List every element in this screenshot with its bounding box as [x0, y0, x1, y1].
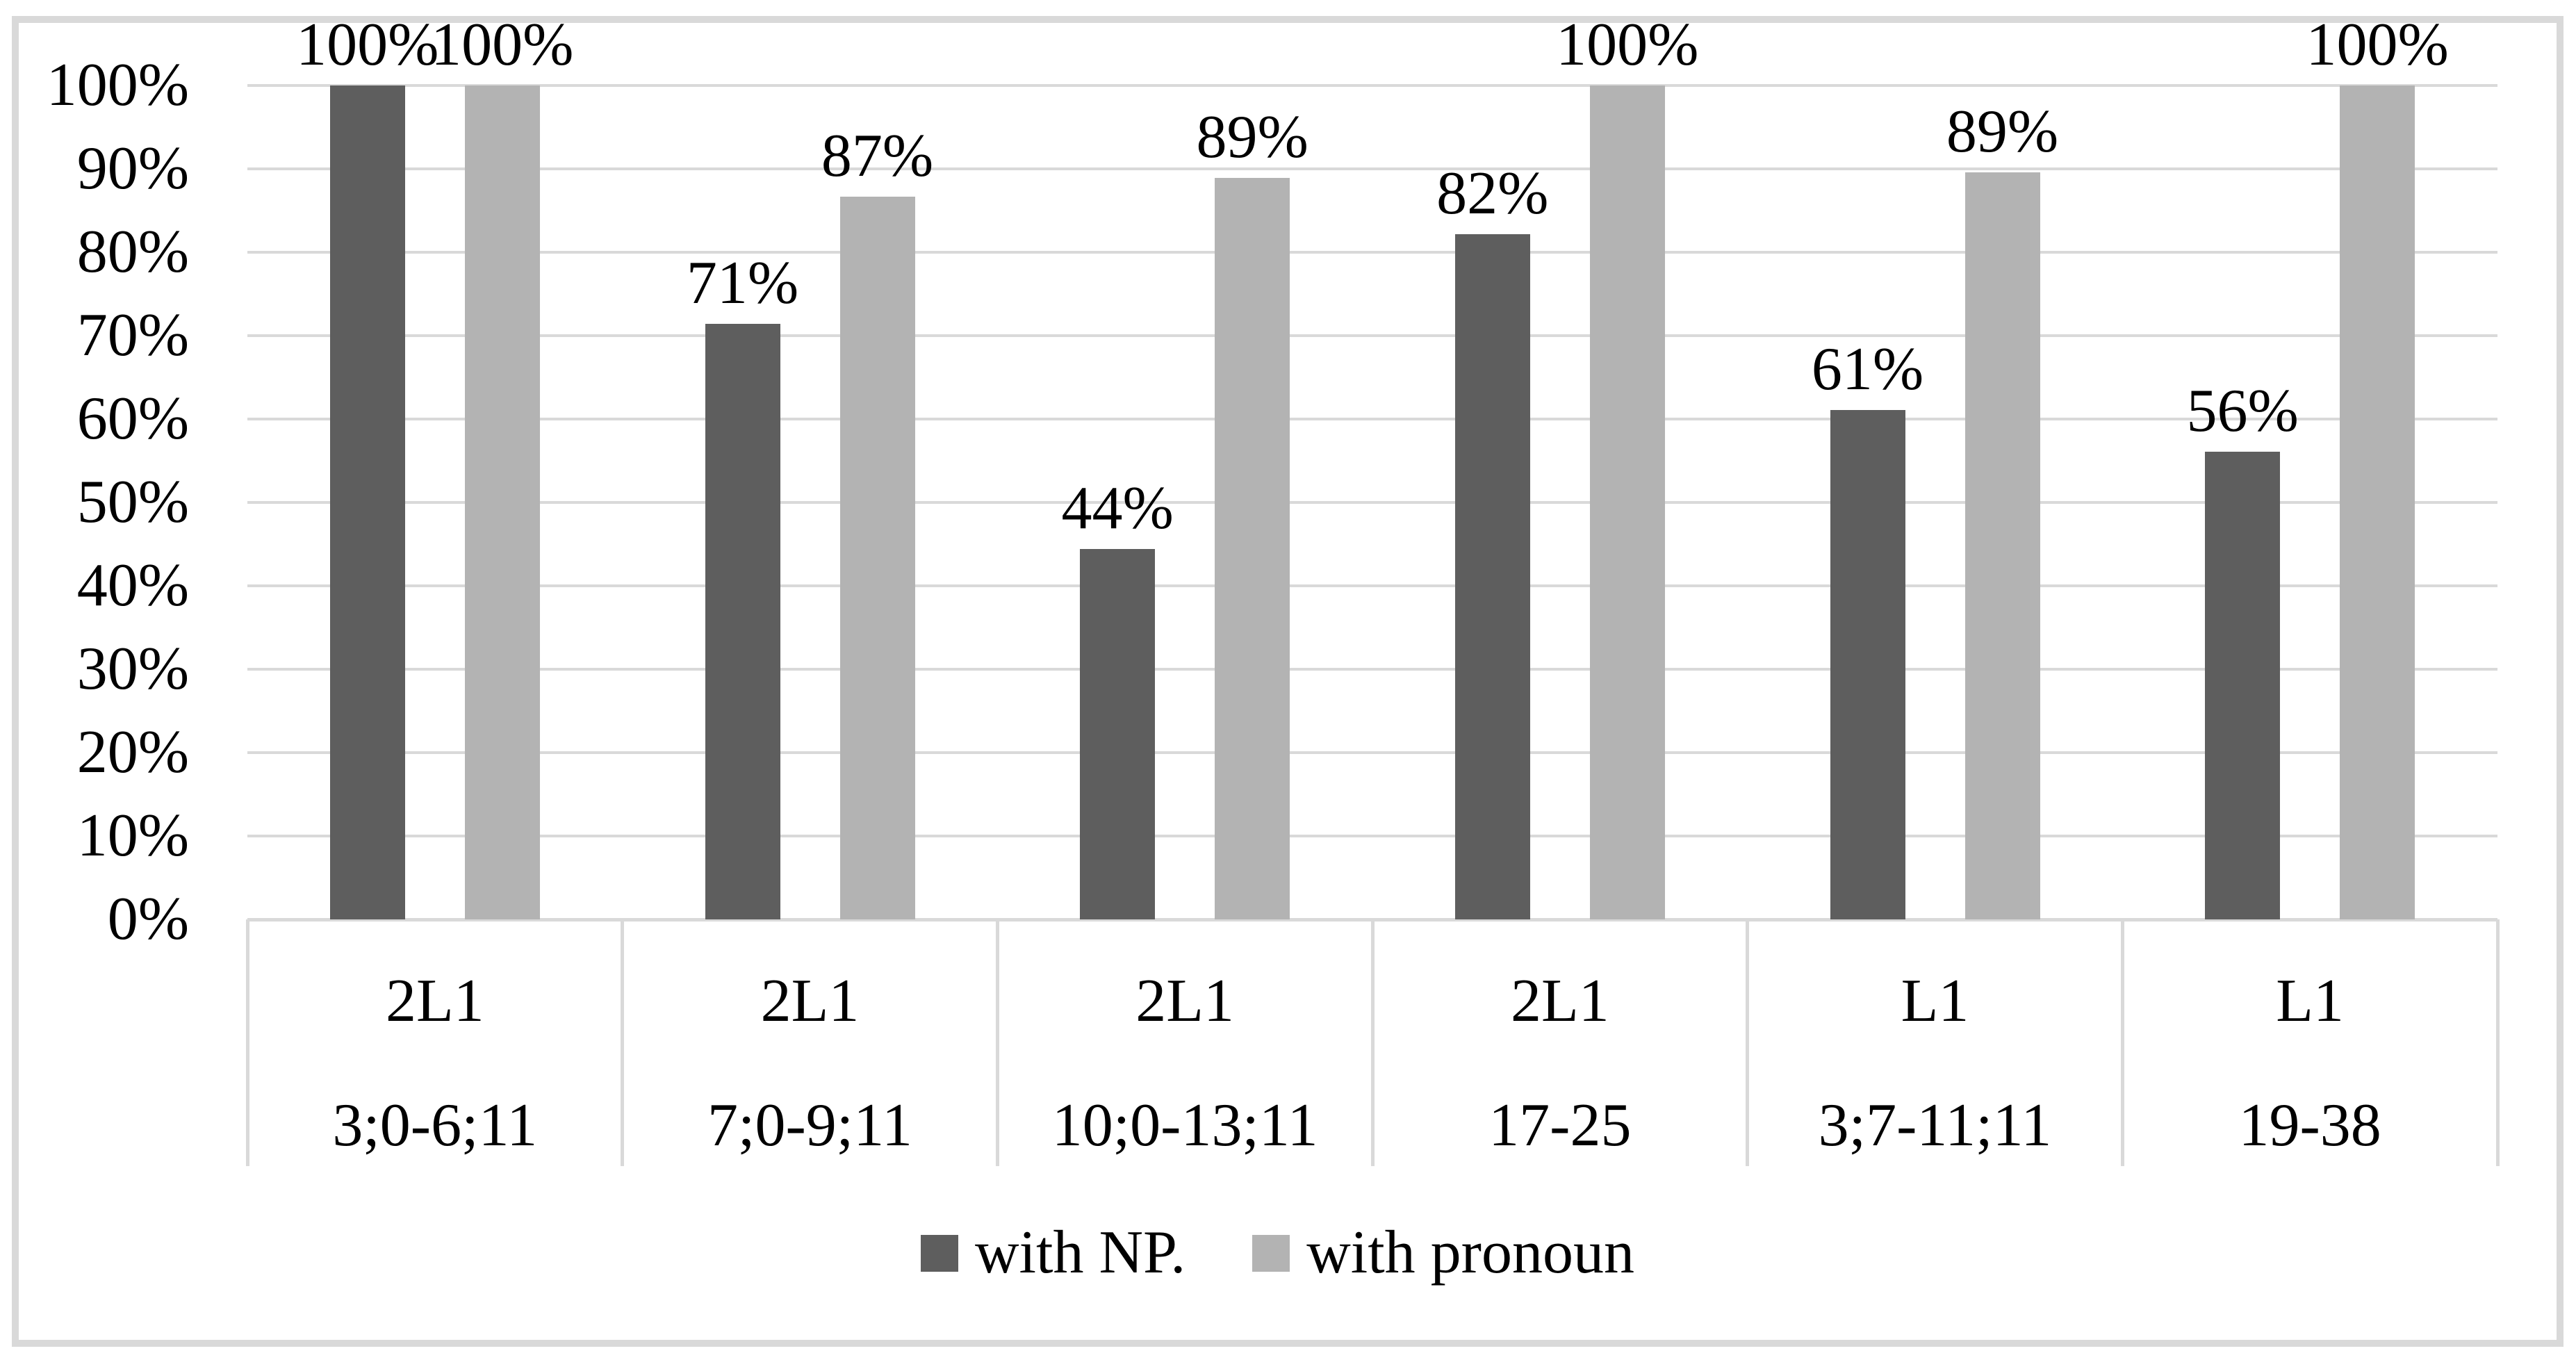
gridline [247, 751, 2497, 754]
bar-with-np-5 [1830, 409, 1905, 919]
bar-value-label: 56% [2186, 377, 2299, 445]
bar-with-pronoun-3 [1215, 178, 1290, 919]
gridline [247, 251, 2497, 254]
category-group-label: L1 [2276, 967, 2345, 1035]
category-group-label: 2L1 [1510, 967, 1609, 1035]
bar-with-pronoun-5 [1964, 172, 2040, 919]
bar-value-label: 82% [1436, 159, 1549, 227]
category-cell-border [2120, 919, 2124, 1166]
category-age-label: 3;7-11;11 [1818, 1092, 2052, 1159]
bar-value-label: 87% [821, 122, 934, 190]
y-axis-tick-label: 90% [76, 135, 189, 202]
bar-value-label: 100% [431, 11, 574, 79]
legend-label: with NP. [975, 1219, 1186, 1286]
bar-with-pronoun-1 [464, 85, 540, 919]
bar-value-label: 89% [1946, 97, 2059, 165]
gridline [247, 501, 2497, 504]
bar-value-label: 100% [1556, 11, 1699, 79]
legend-item-with-pronoun: with pronoun [1252, 1215, 1634, 1291]
bar-value-label: 100% [296, 11, 439, 79]
category-group-label: L1 [1901, 967, 1969, 1035]
y-axis-tick-label: 0% [107, 885, 189, 953]
bar-with-np-2 [705, 324, 780, 919]
gridline [247, 334, 2497, 337]
bar-value-label: 44% [1061, 475, 1174, 543]
legend-label: with pronoun [1306, 1219, 1634, 1286]
category-age-label: 19-38 [2238, 1092, 2381, 1159]
y-axis-tick-label: 20% [76, 719, 189, 786]
gridline [247, 584, 2497, 587]
bar-value-label: 71% [686, 249, 799, 318]
bar-value-label: 89% [1196, 104, 1308, 172]
bar-value-label: 100% [2306, 11, 2449, 79]
legend-swatch-with-pronoun [1252, 1234, 1290, 1272]
y-axis-tick-label: 30% [76, 635, 189, 703]
y-axis-tick-label: 70% [76, 302, 189, 369]
category-cell-border [245, 919, 249, 1166]
gridline [247, 668, 2497, 671]
category-cell-border [1746, 919, 1750, 1166]
category-cell-border [995, 919, 999, 1166]
y-axis-tick-label: 80% [76, 218, 189, 286]
y-axis-tick-label: 100% [46, 51, 189, 119]
y-axis-tick-label: 60% [76, 385, 189, 452]
bar-with-pronoun-4 [1589, 85, 1665, 919]
y-axis-tick-label: 10% [76, 802, 189, 869]
category-age-label: 3;0-6;11 [332, 1092, 538, 1159]
gridline [247, 167, 2497, 170]
bar-with-pronoun-6 [2340, 85, 2415, 919]
category-group-label: 2L1 [385, 967, 484, 1035]
category-age-label: 7;0-9;11 [707, 1092, 912, 1159]
legend-item-with-np: with NP. [921, 1215, 1186, 1291]
bar-with-np-3 [1080, 549, 1156, 919]
category-cell-border [621, 919, 625, 1166]
bar-with-pronoun-2 [839, 196, 915, 919]
bar-with-np-1 [329, 85, 405, 919]
gridline [247, 84, 2497, 87]
category-age-label: 17-25 [1488, 1092, 1632, 1159]
legend: with NP. with pronoun [921, 1215, 1634, 1291]
y-axis-tick-label: 40% [76, 552, 189, 619]
bar-value-label: 61% [1811, 335, 1924, 403]
category-age-label: 10;0-13;11 [1051, 1092, 1318, 1159]
bar-with-np-6 [2205, 451, 2281, 919]
legend-swatch-with-np [921, 1234, 958, 1272]
bar-with-np-4 [1454, 234, 1530, 919]
gridline [247, 835, 2497, 837]
category-cell-border [2495, 919, 2500, 1166]
y-axis-tick-label: 50% [76, 468, 189, 536]
category-cell-border [1370, 919, 1375, 1166]
category-group-label: 2L1 [1135, 967, 1235, 1035]
category-group-label: 2L1 [760, 967, 860, 1035]
gridline [247, 418, 2497, 420]
